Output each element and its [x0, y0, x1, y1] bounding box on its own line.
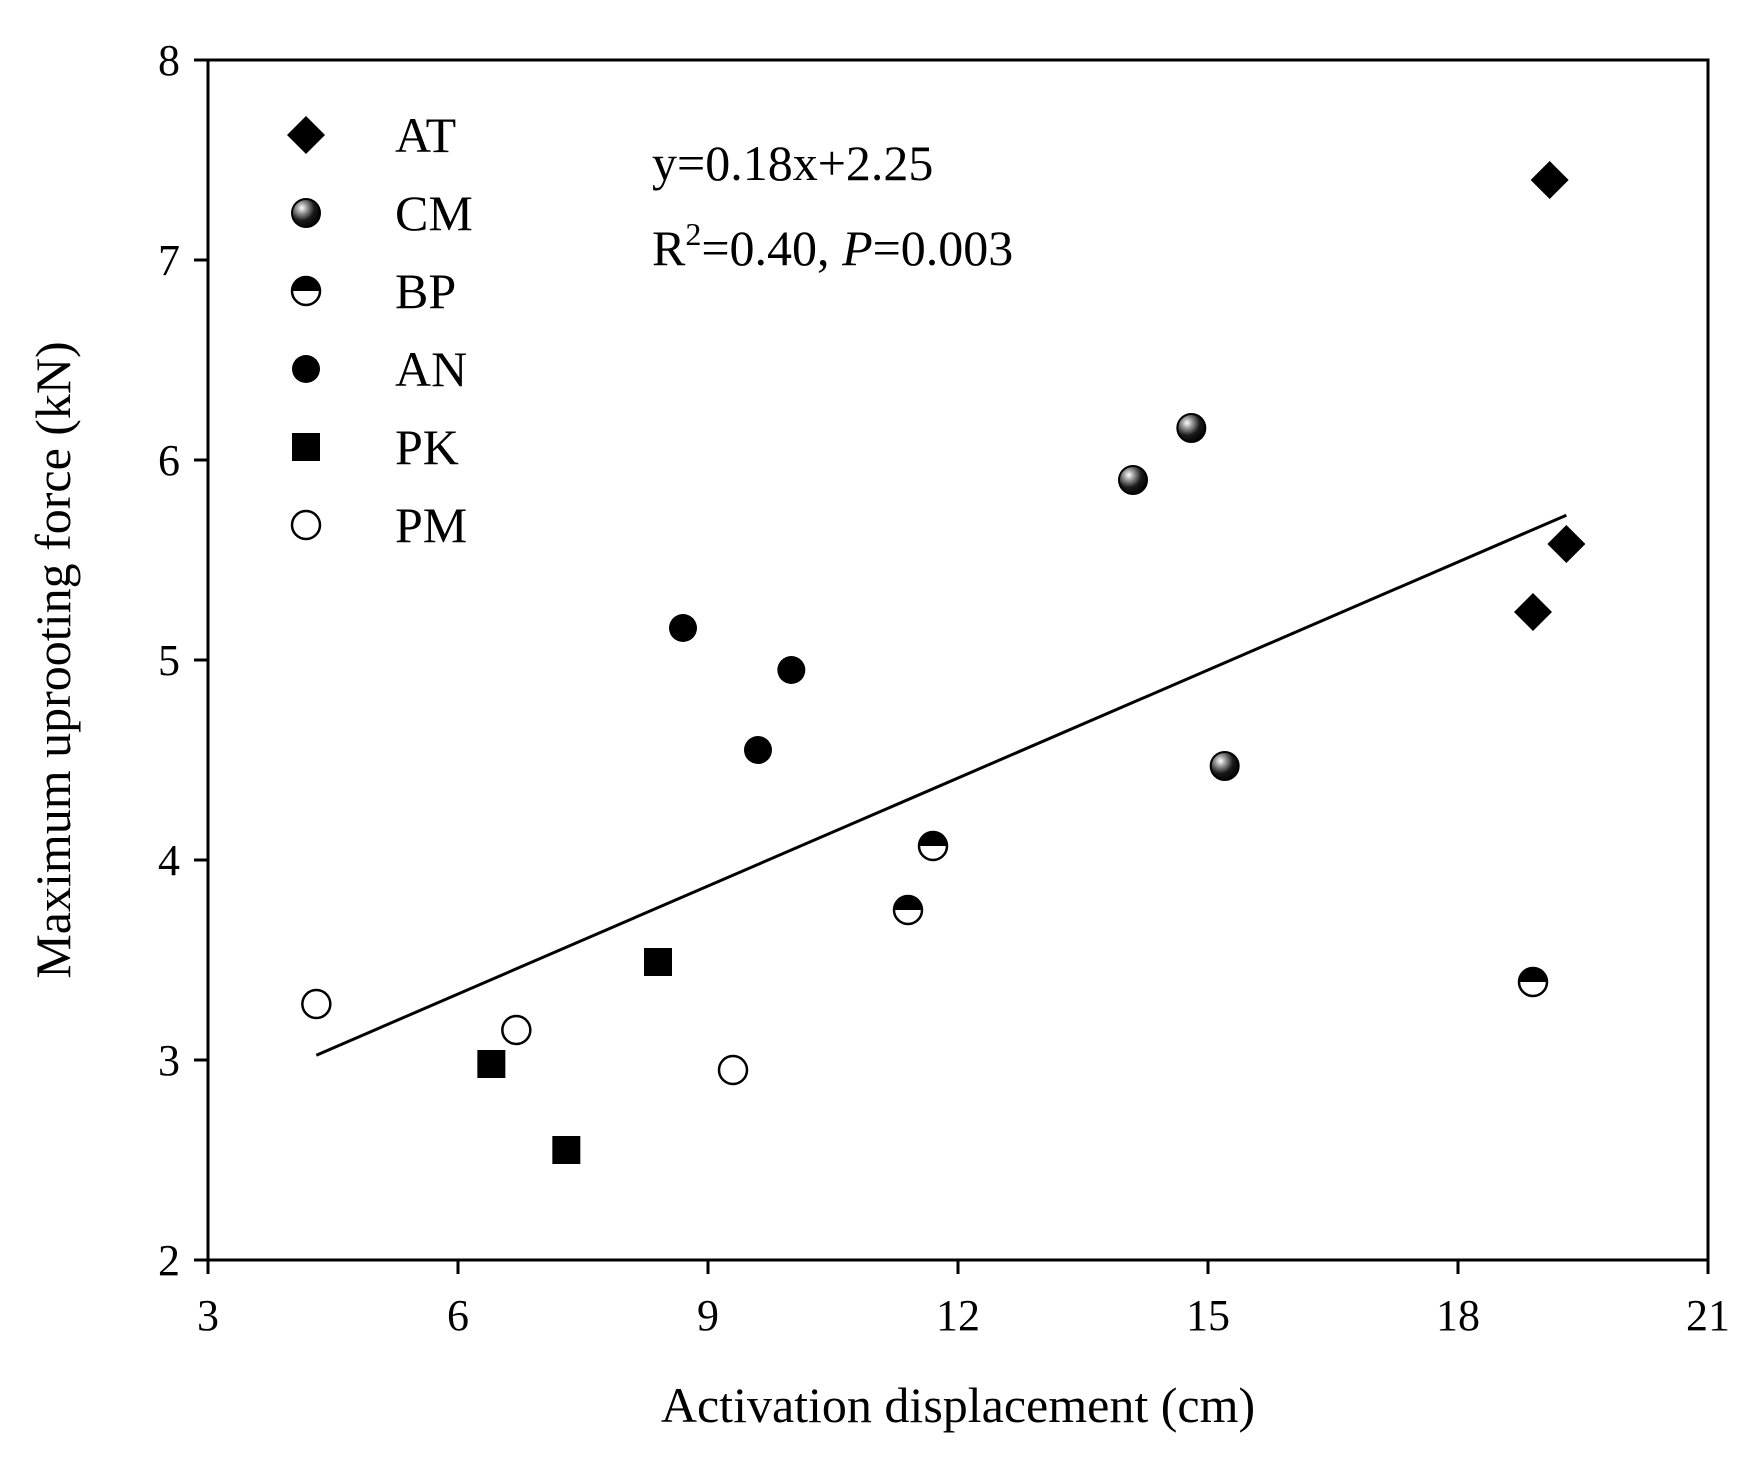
- series-PK: [477, 948, 672, 1164]
- data-point-PM: [301, 988, 332, 1020]
- r-label: R: [652, 220, 686, 276]
- y-tick-label: 4: [158, 836, 180, 885]
- data-point-BP: [892, 894, 924, 926]
- data-point-AT: [1514, 593, 1552, 631]
- filled-circle-shape: [777, 656, 806, 684]
- legend-label-AT: AT: [395, 107, 456, 163]
- filled-circle-shape: [744, 736, 772, 764]
- x-tick-label: 15: [1186, 1291, 1230, 1340]
- data-point-AN: [744, 736, 772, 764]
- legend-marker-PK: [292, 433, 320, 461]
- legend-item-BP: BP: [290, 263, 456, 319]
- open-circle-shape: [717, 1054, 749, 1086]
- data-point-BP: [1517, 966, 1549, 998]
- legend-marker-AN: [292, 355, 320, 383]
- legend-item-CM: CM: [291, 185, 473, 241]
- legend-item-PK: PK: [292, 419, 459, 475]
- x-tick-label: 9: [697, 1291, 719, 1340]
- y-tick-label: 2: [158, 1236, 180, 1285]
- filled-circle-shape: [292, 355, 320, 383]
- regression-equation: y=0.18x+2.25: [652, 135, 933, 191]
- r-superscript: 2: [685, 216, 701, 252]
- legend-label-CM: CM: [395, 185, 473, 241]
- x-tick-label: 6: [447, 1291, 469, 1340]
- data-point-CM: [1176, 413, 1207, 443]
- square-shape: [477, 1050, 506, 1078]
- half-circle-fill: [919, 832, 947, 846]
- data-point-AT: [1530, 161, 1569, 199]
- legend-marker-AT: [287, 116, 325, 154]
- sphere-shape: [291, 198, 321, 228]
- square-shape: [292, 433, 320, 461]
- regression-line: [315, 513, 1567, 1057]
- y-tick-label: 6: [158, 436, 180, 485]
- r-value: =0.40,: [701, 220, 842, 276]
- y-tick-label: 7: [158, 236, 180, 285]
- regression-line-group: [315, 513, 1567, 1057]
- series-AT: [1514, 161, 1586, 631]
- diamond-shape: [1547, 525, 1586, 563]
- data-point-PK: [552, 1136, 581, 1164]
- x-tick-label: 21: [1686, 1291, 1730, 1340]
- data-point-PM: [717, 1054, 749, 1086]
- x-tick-label: 3: [197, 1291, 219, 1340]
- series-PM: [301, 988, 749, 1086]
- half-circle-fill: [292, 277, 320, 291]
- x-axis-title: Activation displacement (cm): [661, 1377, 1255, 1433]
- y-tick-label: 8: [158, 36, 180, 85]
- data-point-AT: [1547, 525, 1586, 563]
- data-point-PK: [644, 948, 672, 976]
- square-shape: [552, 1136, 581, 1164]
- filled-circle-shape: [669, 614, 697, 642]
- p-value: =0.003: [873, 220, 1014, 276]
- data-point-CM: [1209, 751, 1240, 781]
- series-BP: [892, 830, 1549, 998]
- data-points: [301, 161, 1586, 1164]
- data-point-PM: [501, 1014, 532, 1046]
- half-circle-fill: [894, 896, 922, 910]
- legend-item-AT: AT: [287, 107, 456, 163]
- y-tick-label: 3: [158, 1036, 180, 1085]
- data-point-CM: [1118, 465, 1148, 495]
- series-CM: [1118, 413, 1240, 781]
- sphere-shape: [1118, 465, 1148, 495]
- data-point-BP: [917, 830, 949, 862]
- legend-marker-BP: [290, 275, 322, 307]
- legend-item-AN: AN: [292, 341, 467, 397]
- diamond-shape: [1514, 593, 1552, 631]
- diamond-shape: [287, 116, 325, 154]
- data-point-AN: [777, 656, 806, 684]
- x-tick-label: 18: [1436, 1291, 1480, 1340]
- legend-label-AN: AN: [395, 341, 467, 397]
- open-circle-shape: [290, 509, 322, 541]
- diamond-shape: [1530, 161, 1569, 199]
- sphere-shape: [1209, 751, 1240, 781]
- regression-stats: R2=0.40, P=0.003: [652, 216, 1013, 276]
- legend-label-PM: PM: [395, 497, 467, 553]
- square-shape: [644, 948, 672, 976]
- open-circle-shape: [501, 1014, 532, 1046]
- legend-label-BP: BP: [395, 263, 456, 319]
- y-axis-title: Maximum uprooting force (kN): [25, 341, 81, 978]
- y-tick-label: 5: [158, 636, 180, 685]
- legend-marker-CM: [291, 198, 321, 228]
- legend-marker-PM: [290, 509, 322, 541]
- sphere-shape: [1176, 413, 1207, 443]
- p-label: P: [841, 220, 873, 276]
- legend: AT CM BP AN PK PM: [287, 107, 473, 553]
- data-point-PK: [477, 1050, 506, 1078]
- legend-label-PK: PK: [395, 419, 459, 475]
- data-point-AN: [669, 614, 697, 642]
- series-AN: [669, 614, 806, 764]
- x-tick-label: 12: [936, 1291, 980, 1340]
- open-circle-shape: [301, 988, 332, 1020]
- legend-item-PM: PM: [290, 497, 467, 553]
- half-circle-fill: [1519, 968, 1547, 982]
